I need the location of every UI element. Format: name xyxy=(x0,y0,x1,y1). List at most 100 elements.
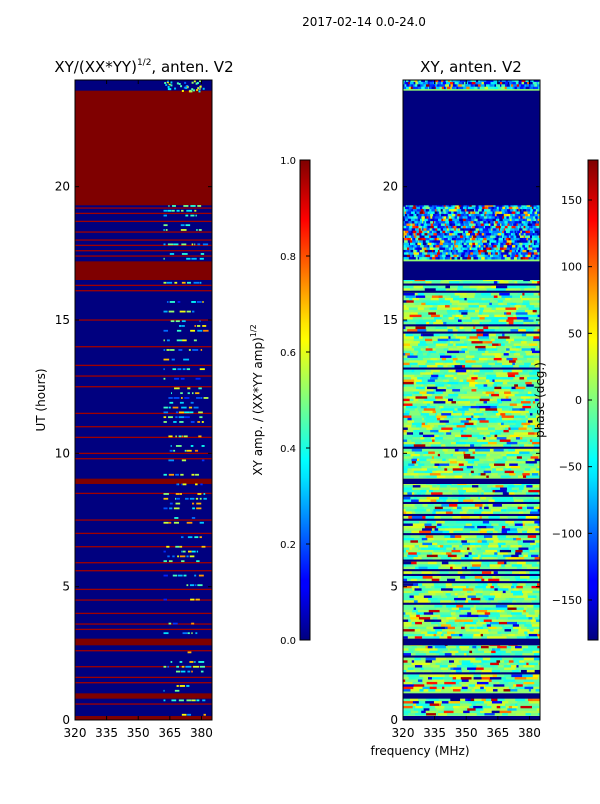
right-cell xyxy=(468,509,479,512)
right-cell xyxy=(420,206,423,209)
right-cell xyxy=(459,216,463,219)
right-cell xyxy=(482,209,485,212)
right-cell xyxy=(531,710,543,713)
right-cell xyxy=(474,590,483,593)
right-cell xyxy=(474,571,482,574)
right-cell xyxy=(499,209,502,212)
right-cell xyxy=(403,698,410,701)
right-cell xyxy=(429,418,437,421)
right-cell xyxy=(465,425,475,428)
left-speckle xyxy=(197,243,200,245)
left-speckle xyxy=(195,474,199,476)
right-cell xyxy=(425,338,432,341)
right-cell xyxy=(495,665,499,668)
right-cell xyxy=(525,245,529,248)
right-cell xyxy=(432,470,436,473)
right-cell xyxy=(468,216,472,219)
right-cell xyxy=(538,636,544,639)
right-cell xyxy=(506,535,514,538)
right-cell xyxy=(422,410,431,413)
right-cell xyxy=(472,646,476,649)
right-cell xyxy=(456,442,466,445)
right-cell xyxy=(473,250,475,253)
right-cell xyxy=(534,329,538,332)
right-cell xyxy=(425,386,428,389)
right-cell xyxy=(529,636,538,639)
right-cell xyxy=(414,233,416,236)
left-speckle xyxy=(180,546,183,548)
left-speckle xyxy=(188,632,190,634)
right-cell xyxy=(440,610,450,613)
right-cell xyxy=(516,314,526,317)
right-cell xyxy=(412,240,416,243)
right-cell xyxy=(413,209,417,212)
right-cell xyxy=(471,415,473,418)
right-cell xyxy=(413,238,415,241)
right-cell xyxy=(487,211,490,214)
right-cell xyxy=(408,281,413,284)
right-cell xyxy=(493,634,502,637)
right-cell xyxy=(534,658,540,661)
right-cell xyxy=(497,245,501,248)
right-cell xyxy=(414,310,418,313)
left-speckle xyxy=(175,474,179,476)
right-cell xyxy=(452,86,456,89)
right-cell xyxy=(483,590,492,593)
right-cell xyxy=(420,454,424,457)
right-cell xyxy=(489,84,493,87)
left-speckle xyxy=(191,445,194,447)
right-cell xyxy=(499,305,510,308)
right-cell xyxy=(519,557,525,560)
right-cell xyxy=(442,247,445,250)
right-cell xyxy=(486,379,490,382)
right-cell xyxy=(532,211,535,214)
right-cell xyxy=(448,343,454,346)
right-cell xyxy=(487,413,496,416)
right-cell xyxy=(524,485,527,488)
right-cell xyxy=(513,658,524,661)
right-cell xyxy=(405,326,415,329)
right-cell xyxy=(467,293,476,296)
right-cell xyxy=(460,550,464,553)
right-cell xyxy=(516,684,523,687)
right-cell xyxy=(468,552,472,555)
right-cell xyxy=(510,218,512,221)
left-speckle xyxy=(183,551,186,553)
right-cell xyxy=(460,228,464,231)
right-cell xyxy=(410,353,414,356)
right-cell xyxy=(474,470,484,473)
right-cell xyxy=(525,295,536,298)
right-cell xyxy=(491,473,498,476)
right-cell xyxy=(480,240,482,243)
right-cell xyxy=(522,406,531,409)
right-cell xyxy=(519,379,530,382)
left-speckle xyxy=(184,575,187,577)
left-speckle xyxy=(173,368,177,370)
right-cell xyxy=(530,576,539,579)
right-cell xyxy=(508,523,512,526)
right-cell xyxy=(489,679,492,682)
left-speckle xyxy=(186,224,191,226)
right-cell xyxy=(410,314,422,317)
right-cell xyxy=(499,319,507,322)
right-cell xyxy=(464,257,467,260)
right-cell xyxy=(403,490,413,493)
right-cell xyxy=(504,624,510,627)
right-cell xyxy=(475,451,481,454)
right-cell xyxy=(465,451,473,454)
right-cell xyxy=(486,473,492,476)
right-cell xyxy=(478,540,482,543)
right-cell xyxy=(506,310,517,313)
right-cell xyxy=(424,540,430,543)
right-cell xyxy=(537,646,545,649)
right-cell xyxy=(500,511,509,514)
right-cell xyxy=(527,506,534,509)
right-cell xyxy=(475,576,483,579)
right-cell xyxy=(509,583,512,586)
right-cell xyxy=(508,211,512,214)
right-cell xyxy=(518,211,520,214)
right-cell xyxy=(485,598,488,601)
right-cell xyxy=(418,473,430,476)
left-speckle xyxy=(204,714,206,716)
right-cell xyxy=(454,708,466,711)
